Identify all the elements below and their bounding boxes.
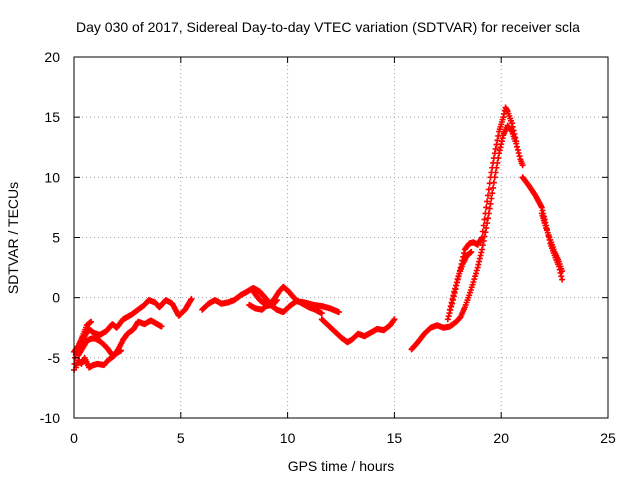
y-tick-label: 5 bbox=[52, 230, 60, 246]
y-tick-label: 20 bbox=[44, 49, 60, 65]
x-tick-label: 10 bbox=[280, 430, 296, 446]
chart-title: Day 030 of 2017, Sidereal Day-to-day VTE… bbox=[76, 19, 580, 35]
y-tick-label: 10 bbox=[44, 169, 60, 185]
axis-ticks: 0 5 10 15 20 25 -10 -5 0 5 10 15 20 bbox=[40, 49, 616, 446]
x-tick-label: 0 bbox=[70, 430, 78, 446]
y-tick-label: -10 bbox=[40, 410, 60, 426]
y-tick-label: 15 bbox=[44, 109, 60, 125]
x-tick-label: 20 bbox=[493, 430, 509, 446]
x-tick-label: 5 bbox=[177, 430, 185, 446]
x-axis-label: GPS time / hours bbox=[288, 458, 395, 474]
data-markers bbox=[71, 104, 566, 373]
x-tick-label: 25 bbox=[600, 430, 616, 446]
x-tick-label: 15 bbox=[387, 430, 403, 446]
data-series-sdtvar bbox=[71, 104, 566, 373]
y-axis-label: SDTVAR / TECUs bbox=[5, 182, 21, 294]
y-tick-label: -5 bbox=[48, 350, 61, 366]
y-tick-label: 0 bbox=[52, 290, 60, 306]
grid-lines bbox=[74, 57, 608, 418]
